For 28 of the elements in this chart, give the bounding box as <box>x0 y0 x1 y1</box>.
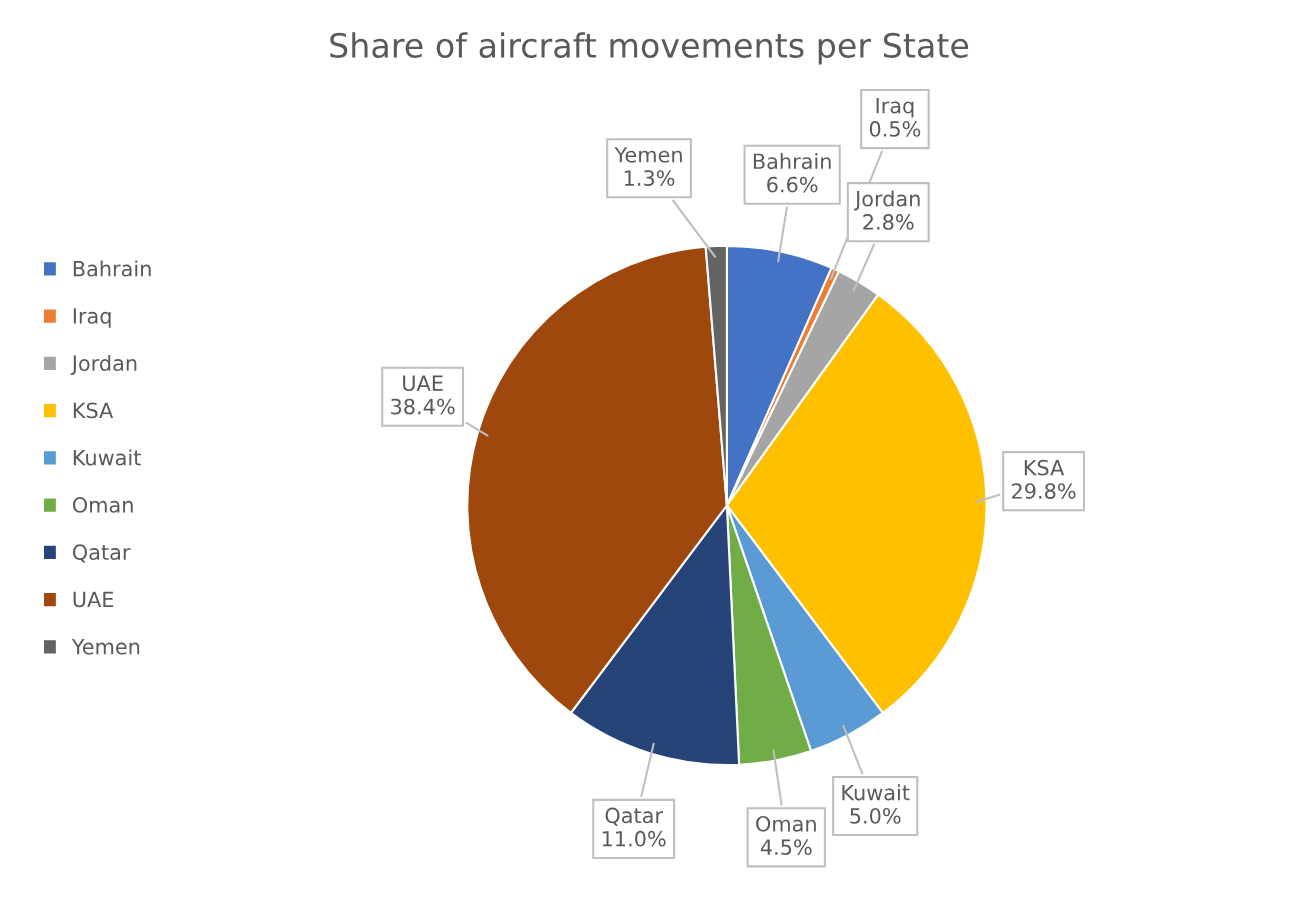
data-label: 5.0% <box>850 808 901 824</box>
legend-label: Oman <box>72 497 133 513</box>
slice-label: Jordan <box>854 190 920 211</box>
chart-title: Share of aircraft movements per State <box>330 32 969 65</box>
legend-label: Yemen <box>71 639 140 655</box>
data-label: 29.8% <box>1012 483 1076 499</box>
data-label: 6.6% <box>767 176 818 193</box>
slice-label: Yemen <box>614 147 682 163</box>
data-label: 4.5% <box>760 839 812 856</box>
legend-label: Bahrain <box>73 260 151 277</box>
slice-label: Iraq <box>876 97 914 118</box>
data-label: 11.0% <box>602 830 666 847</box>
slice-label: KSA <box>1024 459 1065 476</box>
legend-label: KSA <box>73 402 114 419</box>
slice-label: UAE <box>403 375 443 392</box>
data-label: 1.3% <box>624 170 675 186</box>
data-label: 2.8% <box>863 214 914 230</box>
legend-label: Kuwait <box>73 449 141 466</box>
legend-label: Jordan <box>70 354 137 375</box>
data-label: 0.5% <box>869 121 921 137</box>
legend-label: Qatar <box>72 544 131 563</box>
slice-label: Qatar <box>605 807 663 826</box>
legend-label: UAE <box>73 591 114 608</box>
slice-label: Oman <box>756 815 816 832</box>
data-label: 38.4% <box>391 398 455 415</box>
slice-label: Bahrain <box>753 153 831 170</box>
legend-label: Iraq <box>73 308 111 328</box>
slice-label: Kuwait <box>842 784 910 801</box>
